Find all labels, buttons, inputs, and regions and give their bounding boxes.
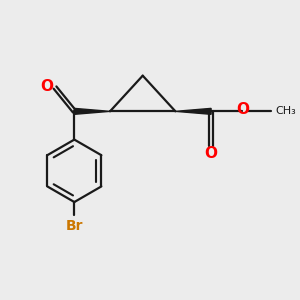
- Text: O: O: [205, 146, 218, 161]
- Text: Br: Br: [66, 219, 83, 233]
- Text: O: O: [40, 79, 53, 94]
- Text: CH₃: CH₃: [275, 106, 296, 116]
- Polygon shape: [176, 108, 211, 114]
- Text: O: O: [236, 102, 249, 117]
- Polygon shape: [74, 108, 110, 114]
